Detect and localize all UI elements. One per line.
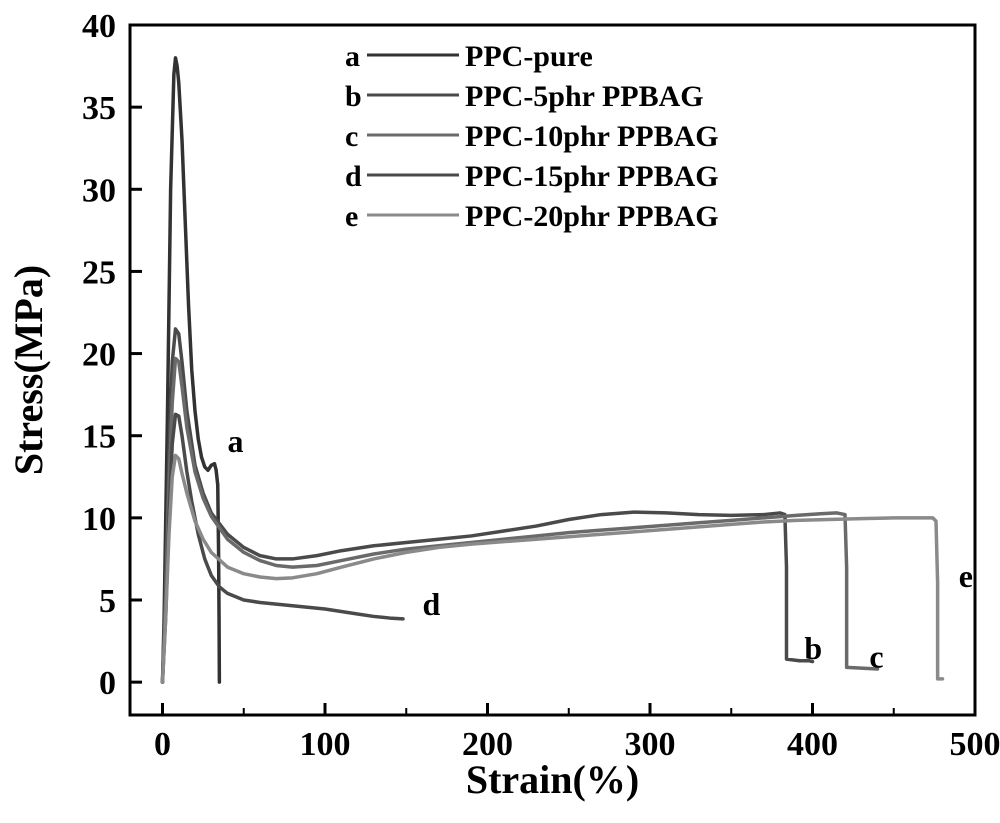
ytick-label: 35	[82, 90, 116, 127]
xtick-label: 100	[300, 726, 351, 763]
x-axis-label: Strain(%)	[466, 757, 639, 802]
legend-key-c: c	[345, 120, 358, 153]
legend: a PPC-pure b PPC-5phr PPBAG c PPC-10phr PPBAG…	[345, 40, 719, 233]
curve-label-d: d	[423, 586, 441, 622]
ytick-label: 40	[82, 8, 116, 45]
ytick-label: 10	[82, 501, 116, 538]
curve-label-e: e	[959, 558, 973, 594]
legend-key-a: a	[345, 40, 360, 73]
legend-label-a: PPC-pure	[465, 40, 593, 73]
curve-label-a: a	[228, 423, 244, 459]
xtick-label: 500	[950, 726, 1000, 763]
chart-svg: 01002003004005000510152025303540Strain(%…	[0, 0, 1000, 823]
ytick-label: 15	[82, 419, 116, 456]
series-e	[163, 455, 943, 682]
xtick-label: 400	[787, 726, 838, 763]
legend-key-e: e	[345, 200, 358, 233]
legend-key-d: d	[345, 160, 362, 193]
legend-label-d: PPC-15phr PPBAG	[465, 160, 719, 193]
legend-key-b: b	[345, 80, 362, 113]
xtick-label: 0	[154, 726, 171, 763]
curve-label-c: c	[869, 638, 883, 674]
ytick-label: 0	[99, 665, 116, 702]
stress-strain-chart: 01002003004005000510152025303540Strain(%…	[0, 0, 1000, 823]
series-b	[163, 329, 813, 682]
legend-label-c: PPC-10phr PPBAG	[465, 120, 719, 153]
ytick-label: 20	[82, 337, 116, 374]
ytick-label: 5	[99, 583, 116, 620]
ytick-label: 25	[82, 254, 116, 291]
y-axis-label: Stress(MPa)	[6, 265, 51, 475]
legend-label-e: PPC-20phr PPBAG	[465, 200, 719, 233]
ytick-label: 30	[82, 172, 116, 209]
legend-label-b: PPC-5phr PPBAG	[465, 80, 704, 113]
curve-label-b: b	[804, 630, 822, 666]
